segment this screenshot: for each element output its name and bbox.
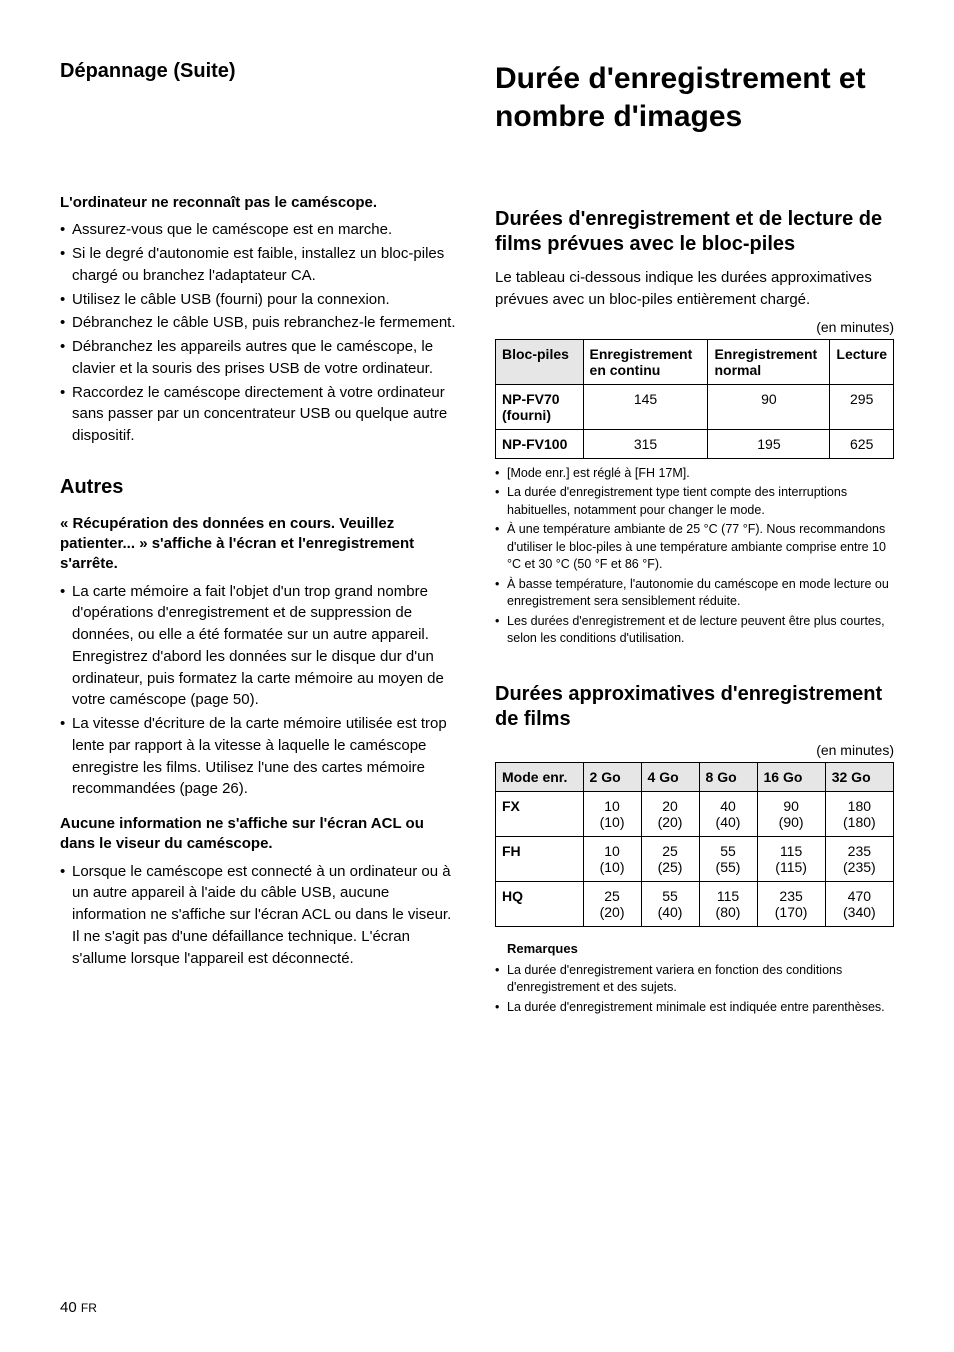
notes-list-1: [Mode enr.] est réglé à [FH 17M]. La dur… [495, 465, 894, 648]
list-item: Lorsque le caméscope est connecté à un o… [60, 861, 459, 970]
note-item: À basse température, l'autonomie du camé… [495, 576, 894, 611]
table-header-cell: 16 Go [757, 762, 825, 791]
table-cell: 295 [830, 384, 894, 429]
table-cell: 25 (20) [583, 881, 641, 926]
table-header-cell: Enregistrement normal [708, 339, 830, 384]
left-heading-2b: Aucune information ne s'affiche sur l'éc… [60, 814, 459, 855]
list-item: Raccordez le caméscope directement à vot… [60, 382, 459, 447]
table-header-cell: 4 Go [641, 762, 699, 791]
left-heading-1: L'ordinateur ne reconnaît pas le camésco… [60, 193, 459, 213]
table-cell: 20 (20) [641, 791, 699, 836]
table-cell: 470 (340) [825, 881, 893, 926]
list-item: La vitesse d'écriture de la carte mémoir… [60, 713, 459, 800]
table-row-header: Mode enr. 2 Go 4 Go 8 Go 16 Go 32 Go [496, 762, 894, 791]
table-cell: 90 (90) [757, 791, 825, 836]
right-subheading-2: Durées approximatives d'enregistrement d… [495, 682, 894, 732]
document-page: Dépannage (Suite) L'ordinateur ne reconn… [0, 0, 954, 1352]
page-number: 40 FR [60, 1299, 97, 1316]
table-cell: 40 (40) [699, 791, 757, 836]
list-item: La carte mémoire a fait l'objet d'un tro… [60, 581, 459, 712]
note-item: [Mode enr.] est réglé à [FH 17M]. [495, 465, 894, 483]
page-number-value: 40 [60, 1299, 77, 1316]
table-cell: 10 (10) [583, 791, 641, 836]
table-header-cell: 8 Go [699, 762, 757, 791]
table-cell: 195 [708, 429, 830, 458]
right-sub1-paragraph: Le tableau ci-dessous indique les durées… [495, 267, 894, 311]
list-item: Utilisez le câble USB (fourni) pour la c… [60, 289, 459, 311]
table-cell: 235 (235) [825, 836, 893, 881]
right-column: Durée d'enregistrement et nombre d'image… [495, 60, 894, 1026]
note-item: La durée d'enregistrement type tient com… [495, 484, 894, 519]
section-title-left: Dépannage (Suite) [60, 60, 459, 83]
table-recording-times: Mode enr. 2 Go 4 Go 8 Go 16 Go 32 Go FX … [495, 762, 894, 927]
table-row: NP-FV70 (fourni) 145 90 295 [496, 384, 894, 429]
unit-label-2: (en minutes) [495, 742, 894, 758]
table-row: NP-FV100 315 195 625 [496, 429, 894, 458]
table-row-label: NP-FV100 [496, 429, 584, 458]
table-cell: 115 (80) [699, 881, 757, 926]
remarques-label: Remarques [495, 941, 894, 956]
table-cell: 625 [830, 429, 894, 458]
table-row-label: HQ [496, 881, 584, 926]
note-item: La durée d'enregistrement minimale est i… [495, 999, 894, 1017]
table-cell: 145 [583, 384, 708, 429]
left-bullets-2b: Lorsque le caméscope est connecté à un o… [60, 861, 459, 970]
two-column-layout: Dépannage (Suite) L'ordinateur ne reconn… [60, 60, 894, 1026]
list-item: Assurez-vous que le caméscope est en mar… [60, 219, 459, 241]
table-cell: 180 (180) [825, 791, 893, 836]
left-column: Dépannage (Suite) L'ordinateur ne reconn… [60, 60, 459, 1026]
list-item: Débranchez le câble USB, puis rebranchez… [60, 312, 459, 334]
main-title-right: Durée d'enregistrement et nombre d'image… [495, 60, 894, 135]
unit-label-1: (en minutes) [495, 319, 894, 335]
left-heading-autres: Autres [60, 475, 459, 500]
table-cell: 90 [708, 384, 830, 429]
table-row-label: NP-FV70 (fourni) [496, 384, 584, 429]
table-header-cell: Bloc-piles [496, 339, 584, 384]
table-cell: 25 (25) [641, 836, 699, 881]
table-header-cell: Enregistrement en continu [583, 339, 708, 384]
table-row-label: FX [496, 791, 584, 836]
right-subheading-1: Durées d'enregistrement et de lecture de… [495, 207, 894, 257]
note-item: La durée d'enregistrement variera en fon… [495, 962, 894, 997]
table-cell: 315 [583, 429, 708, 458]
table-battery-times: Bloc-piles Enregistrement en continu Enr… [495, 339, 894, 459]
table-header-cell: Lecture [830, 339, 894, 384]
page-number-lang: FR [81, 1301, 97, 1315]
table-row-label: FH [496, 836, 584, 881]
left-bullets-1: Assurez-vous que le caméscope est en mar… [60, 219, 459, 447]
notes-list-2: La durée d'enregistrement variera en fon… [495, 962, 894, 1017]
table-header-cell: 32 Go [825, 762, 893, 791]
note-item: À une température ambiante de 25 °C (77 … [495, 521, 894, 574]
note-item: Les durées d'enregistrement et de lectur… [495, 613, 894, 648]
table-header-cell: Mode enr. [496, 762, 584, 791]
table-row: FH 10 (10) 25 (25) 55 (55) 115 (115) 235… [496, 836, 894, 881]
left-heading-2a: « Récupération des données en cours. Veu… [60, 514, 459, 575]
left-bullets-2a: La carte mémoire a fait l'objet d'un tro… [60, 581, 459, 801]
table-cell: 235 (170) [757, 881, 825, 926]
list-item: Débranchez les appareils autres que le c… [60, 336, 459, 380]
table-cell: 55 (40) [641, 881, 699, 926]
list-item: Si le degré d'autonomie est faible, inst… [60, 243, 459, 287]
table-cell: 115 (115) [757, 836, 825, 881]
table-row: HQ 25 (20) 55 (40) 115 (80) 235 (170) 47… [496, 881, 894, 926]
table-header-cell: 2 Go [583, 762, 641, 791]
table-cell: 55 (55) [699, 836, 757, 881]
table-row: FX 10 (10) 20 (20) 40 (40) 90 (90) 180 (… [496, 791, 894, 836]
table-cell: 10 (10) [583, 836, 641, 881]
table-row-header: Bloc-piles Enregistrement en continu Enr… [496, 339, 894, 384]
